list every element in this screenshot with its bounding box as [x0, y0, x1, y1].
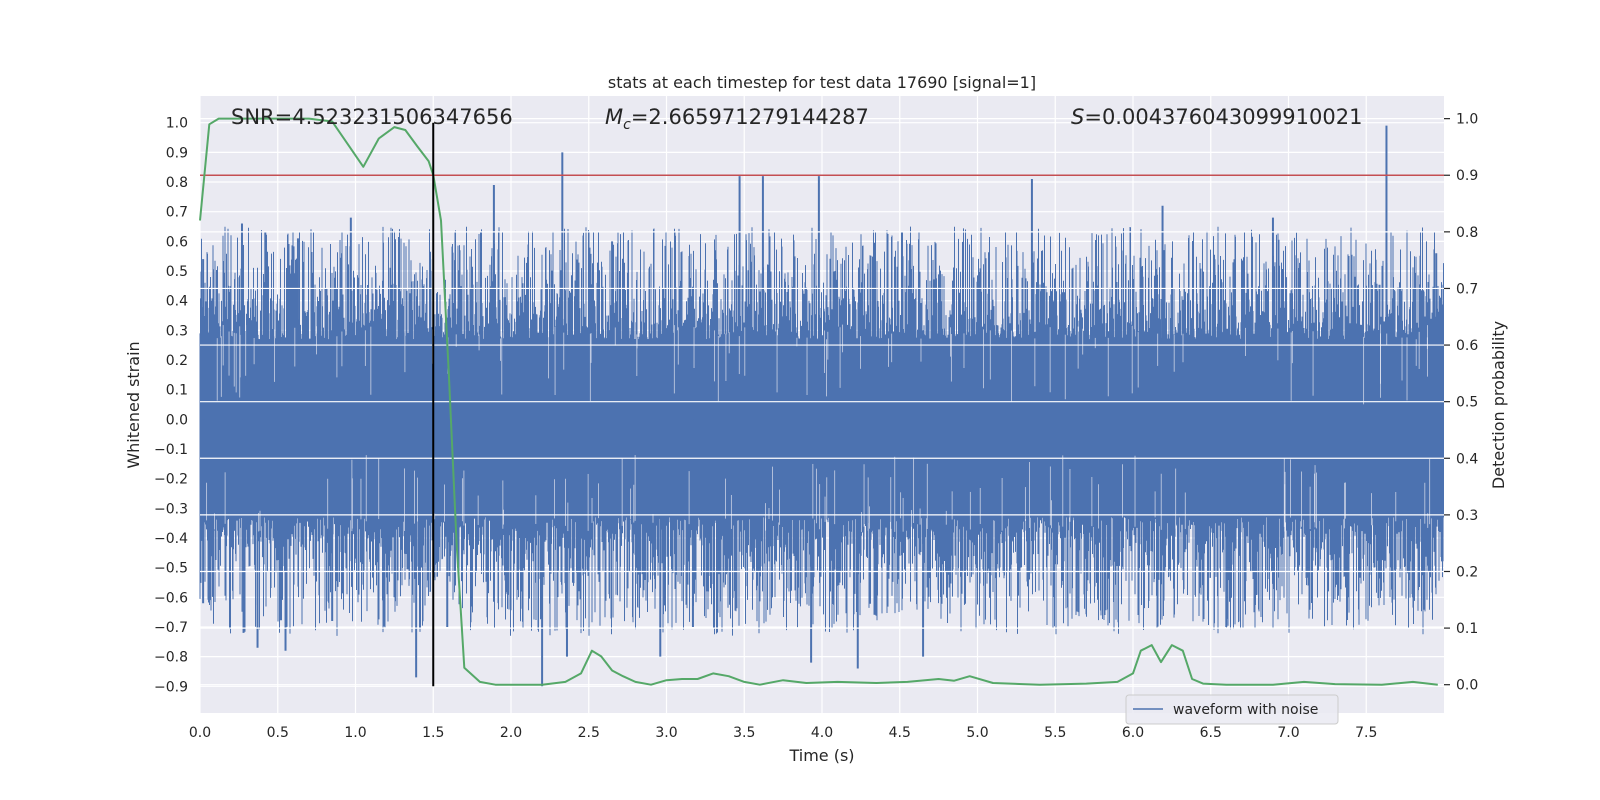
s-value: =0.004376043099910021	[1084, 105, 1362, 129]
y-left-tick-label: 0.7	[166, 205, 188, 221]
y-left-tick-label: −0.3	[154, 501, 188, 517]
y-right-tick-label: 0.5	[1456, 395, 1478, 411]
chart-title: stats at each timestep for test data 176…	[608, 73, 1036, 92]
x-tick-label: 7.0	[1277, 725, 1299, 741]
y-right-tick-label: 0.0	[1456, 678, 1478, 694]
chirp-mass-annotation: Mc=2.665971279144287	[605, 105, 869, 133]
y-right-tick-label: 0.3	[1456, 508, 1478, 524]
x-tick-label: 0.5	[267, 725, 289, 741]
y-left-tick-label: −0.2	[154, 472, 188, 488]
x-tick-label: 5.5	[1044, 725, 1066, 741]
y-right-tick-label: 0.6	[1456, 338, 1478, 354]
y-left-tick-label: −0.1	[154, 442, 188, 458]
legend-label: waveform with noise	[1173, 702, 1318, 718]
s-annotation: S=0.004376043099910021	[1071, 105, 1362, 129]
y-left-tick-label: 0.8	[166, 175, 188, 191]
y-left-tick-label: −0.8	[154, 650, 188, 666]
y-left-tick-label: 0.9	[166, 145, 188, 161]
x-tick-label: 2.0	[500, 725, 522, 741]
x-tick-label: 2.5	[578, 725, 600, 741]
y-left-tick-label: 1.0	[166, 116, 188, 132]
y-left-tick-label: 0.0	[166, 412, 188, 428]
y-right-tick-label: 0.9	[1456, 168, 1478, 184]
y-left-tick-label: 0.5	[166, 264, 188, 280]
y-right-tick-label: 0.8	[1456, 225, 1478, 241]
y-right-tick-label: 0.1	[1456, 621, 1478, 637]
y-left-tick-label: 0.6	[166, 234, 188, 250]
y-left-tick-label: −0.6	[154, 590, 188, 606]
detection-probability-layer	[199, 117, 1438, 686]
y-left-tick-label: −0.4	[154, 531, 188, 547]
y-left-tick-label: 0.3	[166, 323, 188, 339]
snr-annotation: SNR=4.523231506347656	[231, 105, 513, 129]
y-left-tick-label: −0.9	[154, 679, 188, 695]
x-tick-label: 5.0	[966, 725, 988, 741]
axes-layer: 0.0 0.5 1.0 1.5 2.0 2.5 3.0 3.5 4.0 4.5 5.0 5.5 6.0 6…	[154, 112, 1478, 741]
y-right-tick-label: 0.4	[1456, 451, 1478, 467]
y-left-tick-label: 0.1	[166, 383, 188, 399]
mc-subscript: c	[623, 117, 631, 133]
y-axis-label-left: Whitened strain	[124, 341, 143, 468]
x-tick-label: 7.5	[1355, 725, 1377, 741]
noise-spikes	[199, 226, 1444, 636]
y-left-tick-label: 0.4	[166, 294, 188, 310]
s-symbol: S	[1071, 105, 1084, 129]
x-tick-label: 4.0	[811, 725, 833, 741]
y-left-tick-label: −0.7	[154, 620, 188, 636]
y-left-tick-label: 0.2	[166, 353, 188, 369]
x-tick-label: 4.5	[889, 725, 911, 741]
y-left-tick-label: −0.5	[154, 561, 188, 577]
y-right-tick-label: 0.2	[1456, 564, 1478, 580]
mc-value: =2.665971279144287	[631, 105, 869, 129]
y-axis-label-right: Detection probability	[1489, 321, 1508, 489]
y-right-tick-label: 0.7	[1456, 281, 1478, 297]
mc-symbol: M	[605, 105, 623, 129]
x-tick-label: 3.5	[733, 725, 755, 741]
detection-probability-line	[199, 117, 1438, 686]
x-tick-label: 0.0	[189, 725, 211, 741]
x-tick-label: 1.5	[422, 725, 444, 741]
x-tick-label: 1.0	[344, 725, 366, 741]
x-tick-label: 6.5	[1200, 725, 1222, 741]
x-tick-label: 6.0	[1122, 725, 1144, 741]
x-axis-label: Time (s)	[788, 746, 854, 765]
legend: waveform with noise	[1125, 694, 1339, 725]
legend-box	[1125, 694, 1339, 725]
x-tick-label: 3.0	[655, 725, 677, 741]
waveform-with-noise-series	[199, 118, 1444, 687]
y-right-tick-label: 1.0	[1456, 112, 1478, 128]
